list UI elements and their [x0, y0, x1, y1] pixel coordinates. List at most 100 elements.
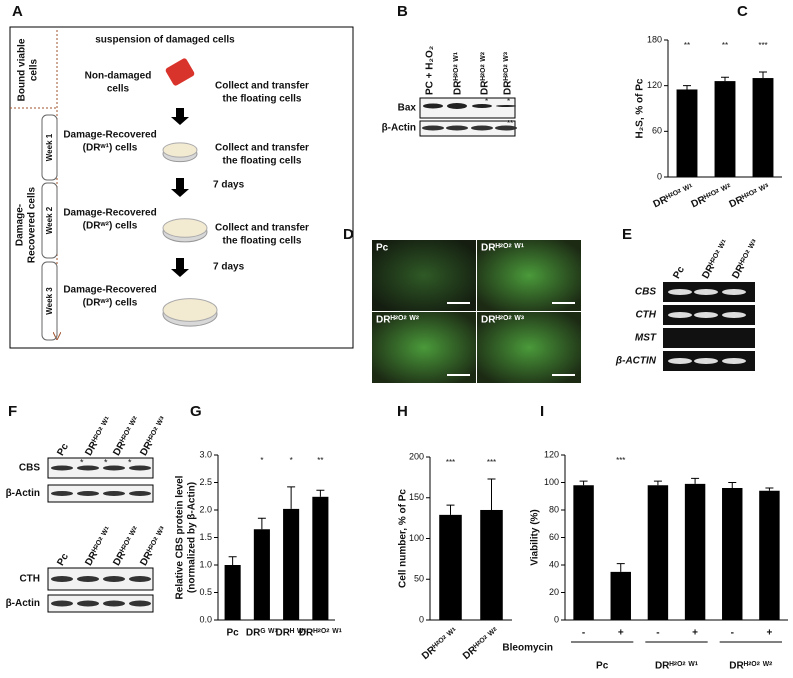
band — [51, 576, 73, 582]
bar — [224, 565, 241, 620]
interval-label: 7 days — [213, 180, 245, 191]
error-bar — [683, 85, 691, 90]
gel — [663, 328, 755, 348]
band — [129, 491, 151, 496]
band — [471, 125, 493, 131]
micrograph — [477, 240, 581, 311]
error-bar — [616, 563, 625, 572]
side-label: cells — [29, 58, 40, 81]
stage-label: Damage-Recovered — [63, 208, 156, 219]
arrow — [171, 258, 189, 277]
action-label: the floating cells — [223, 236, 302, 247]
stage-label: (DRʷ¹) cells — [83, 143, 138, 154]
gel-band — [722, 312, 746, 318]
band — [51, 491, 73, 496]
significance: ** — [684, 41, 690, 50]
week-bracket — [41, 114, 58, 181]
x-tick-label: + — [766, 628, 772, 639]
lane-label: DRᴴ²ᴼ² ᵂ³ — [138, 414, 169, 457]
row-label: CBS — [19, 463, 40, 474]
gel-band — [694, 289, 718, 295]
error-bar — [487, 478, 496, 510]
y-tick-label: 0 — [554, 614, 559, 624]
row-label: CTH — [19, 574, 40, 585]
x-tick-label: DRᴴ²ᴼ² ᵂ¹ — [652, 182, 696, 210]
header: suspension of damaged cells — [95, 35, 235, 46]
y-tick-label: 50 — [414, 574, 424, 584]
significance: ** — [317, 456, 323, 465]
blot — [47, 594, 154, 613]
band — [77, 491, 99, 496]
y-axis-label: H₂S, % of Pc — [635, 78, 646, 138]
x-tick-label: DRᴴ²ᴼ² ᵂ¹ — [420, 625, 461, 662]
error-bar — [287, 486, 296, 509]
error-bar — [579, 480, 588, 486]
group-label: Pc — [596, 661, 609, 672]
panel-label: B — [397, 3, 408, 20]
panel-label: I — [540, 403, 544, 420]
side-label: Recovered cells — [27, 186, 38, 263]
significance: *** — [446, 458, 455, 467]
dish-top — [162, 142, 198, 158]
lane-label: DRᴴ²ᴼ² ᵂ³ — [138, 524, 169, 567]
error-bar — [257, 517, 266, 530]
band — [472, 104, 492, 108]
y-tick-label: 40 — [549, 559, 559, 569]
band — [103, 491, 125, 496]
interval-label: 7 days — [213, 262, 245, 273]
y-tick-label: 100 — [544, 477, 559, 487]
arrow — [171, 178, 189, 197]
row-label: CTH — [635, 310, 656, 321]
week-label: Week 2 — [45, 206, 54, 234]
y-axis-label: Relative CBS protein level — [175, 475, 186, 599]
flask — [165, 58, 195, 86]
image-label: DRᴴ²ᴼ² ᵂ³ — [481, 315, 525, 326]
lane-label: DRᴴ²ᴼ² ᵂ² — [480, 51, 491, 95]
y-tick-label: 0.5 — [199, 587, 212, 597]
bar — [253, 529, 270, 620]
stage-label: (DRʷ²) cells — [83, 221, 138, 232]
significance: ** — [722, 41, 728, 50]
micrograph — [372, 312, 476, 383]
row-label: Bax — [398, 103, 417, 114]
band — [447, 103, 467, 109]
micrograph — [372, 240, 476, 311]
lane-label: DRᴴ²ᴼ² ᵂ¹ — [453, 51, 464, 95]
arrow — [171, 108, 189, 125]
error-bar — [765, 487, 774, 491]
panel-box — [9, 26, 354, 349]
x-tick-label: DRᴴ²ᴼ² ᵂ² — [690, 182, 734, 210]
y-tick-label: 3.0 — [199, 449, 212, 459]
bar — [714, 81, 736, 177]
significance: *** — [758, 41, 767, 50]
band — [103, 465, 125, 471]
week-label: Week 1 — [45, 133, 54, 161]
y-tick-label: 1.0 — [199, 559, 212, 569]
y-tick-label: 0 — [657, 171, 662, 181]
x-tick-label: DRᴴ²ᴼ² ᵂ² — [461, 625, 502, 662]
panel-label: G — [190, 403, 202, 420]
image-label: Pc — [376, 243, 389, 254]
side-label: Damage- — [15, 204, 26, 246]
significance: * — [260, 456, 263, 465]
lane-label: DRᴴ²ᴼ² ᵂ¹ — [83, 524, 114, 567]
band — [446, 125, 468, 131]
row-label: β-Actin — [6, 488, 40, 499]
bar — [759, 490, 780, 620]
y-tick-label: 2.0 — [199, 504, 212, 514]
blot — [47, 484, 154, 503]
band — [422, 125, 444, 131]
y-tick-label: 200 — [409, 451, 424, 461]
y-tick-label: 120 — [544, 449, 559, 459]
dish-top — [162, 298, 218, 322]
lane-label: DRᴴ²ᴼ² ᵂ¹ — [700, 237, 731, 280]
band — [129, 600, 151, 607]
error-bar — [691, 477, 700, 484]
mark: * — [485, 97, 488, 106]
bar — [722, 488, 743, 620]
row-label: β-ACTIN — [615, 356, 657, 367]
error-bar — [653, 480, 662, 486]
x-tick-label: DRᴴ²ᴼ² ᵂ³ — [728, 182, 772, 210]
mark: * — [80, 457, 84, 467]
